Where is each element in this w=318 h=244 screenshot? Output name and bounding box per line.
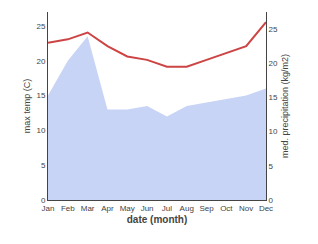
svg-text:Feb: Feb	[61, 204, 75, 213]
svg-text:25: 25	[269, 25, 278, 34]
svg-text:10: 10	[36, 126, 45, 135]
svg-text:10: 10	[269, 127, 278, 136]
svg-text:Mar: Mar	[81, 204, 95, 213]
svg-text:15: 15	[36, 91, 45, 100]
svg-text:date (month): date (month)	[127, 214, 188, 225]
svg-text:Jul: Jul	[162, 204, 172, 213]
svg-text:20: 20	[269, 59, 278, 68]
svg-text:med. precipitation (kg/m2): med. precipitation (kg/m2)	[280, 54, 290, 158]
svg-text:Nov: Nov	[239, 204, 253, 213]
svg-text:5: 5	[269, 162, 274, 171]
svg-text:Dec: Dec	[259, 204, 273, 213]
svg-text:Oct: Oct	[220, 204, 233, 213]
svg-text:20: 20	[36, 57, 45, 66]
svg-text:max temp (C): max temp (C)	[22, 79, 32, 134]
svg-text:0: 0	[41, 196, 46, 205]
svg-text:Aug: Aug	[180, 204, 194, 213]
svg-text:Jan: Jan	[42, 204, 55, 213]
svg-text:Jun: Jun	[141, 204, 154, 213]
svg-text:5: 5	[41, 161, 46, 170]
svg-text:15: 15	[269, 93, 278, 102]
svg-text:May: May	[120, 204, 135, 213]
svg-text:Apr: Apr	[101, 204, 114, 213]
svg-text:25: 25	[36, 22, 45, 31]
svg-text:0: 0	[269, 196, 274, 205]
svg-text:Sep: Sep	[199, 204, 214, 213]
